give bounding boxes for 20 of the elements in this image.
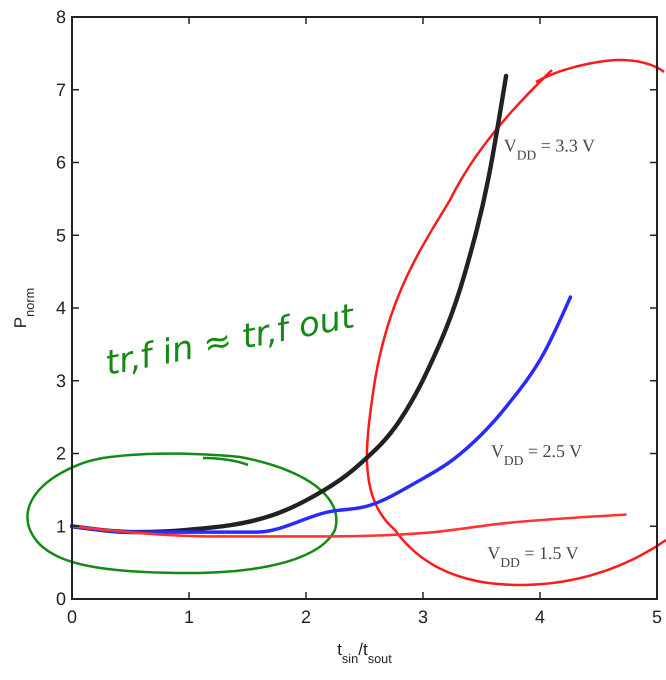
x-tick-label: 4 [534,607,546,627]
y-tick-label: 3 [56,370,66,391]
x-tick-label: 3 [418,607,428,627]
x-tick-label: 5 [652,607,662,627]
x-tick-label: 2 [300,607,312,627]
y-tick-label: 7 [56,80,66,100]
series-label: V$_{DD}$ = 2.5 V [490,441,582,468]
series-label: V$_{DD}$ = 1.5 V [487,542,579,570]
x-tick-label: 1 [184,607,194,627]
y-tick-label: 5 [56,225,66,246]
annotation: tr,f in ≈ tr,f out [102,296,360,384]
y-tick-label: 6 [56,152,66,172]
y-tick-label: 8 [56,7,66,27]
y-tick-label: 2 [56,444,66,464]
y-tick-label: 0 [56,589,66,609]
y-tick-label: 1 [56,516,66,536]
series-label: V$_{DD}$ = 3.3 V [504,136,596,162]
y-tick-label: 4 [56,298,66,318]
x-axis-title: t$_{sin}$/t$_{sout}$ [337,640,392,666]
line-series [70,513,627,538]
